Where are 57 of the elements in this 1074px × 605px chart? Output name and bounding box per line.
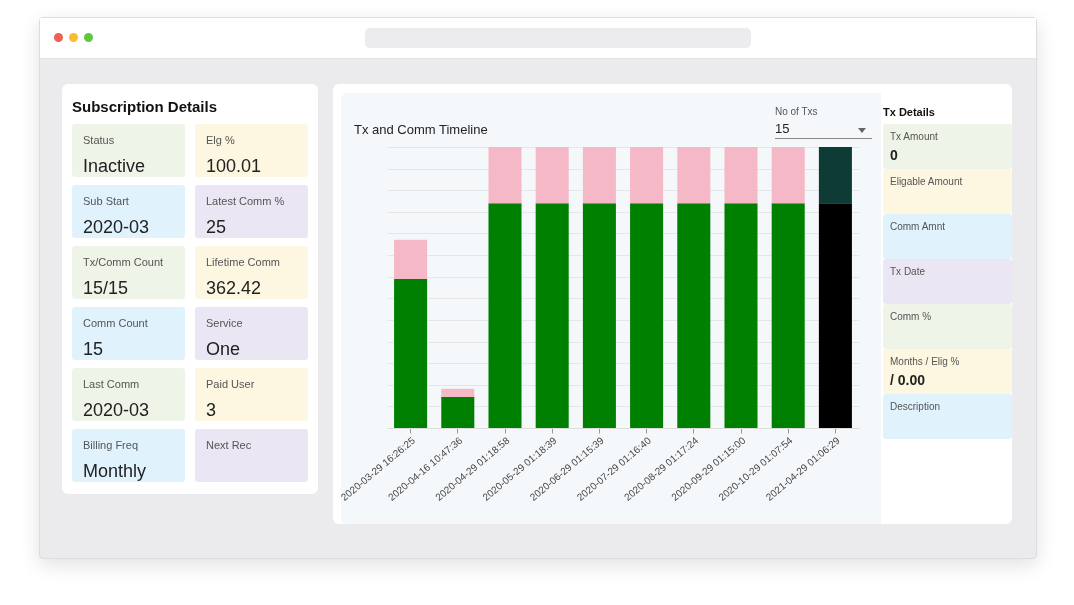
category-label: Comm Amnt [890, 221, 946, 232]
text: 362.42 [206, 278, 262, 298]
chart-title: Tx and Comm Timeline [354, 122, 488, 137]
text: / 0.00 [890, 372, 926, 388]
bar [818, 147, 852, 204]
category-label: Elg % [206, 134, 235, 146]
text: No of Txs [775, 106, 818, 117]
category-label: Months / Elig % [890, 356, 960, 367]
bar [677, 203, 711, 428]
category-label: Comm % [890, 311, 932, 322]
category-label: Tx Date [890, 266, 926, 277]
bar [630, 203, 664, 428]
category-label: Last Comm [83, 378, 140, 390]
category-label: Latest Comm % [206, 195, 285, 207]
text: 15/15 [83, 278, 129, 298]
bar [677, 147, 711, 204]
text: 25 [206, 217, 227, 237]
bar [582, 203, 616, 428]
category-label: Billing Freq [83, 439, 139, 451]
bar [724, 203, 758, 428]
bar [488, 147, 522, 204]
bar [535, 203, 569, 428]
bar [724, 147, 758, 204]
text: 15 [83, 339, 104, 359]
category-label: Description [890, 401, 941, 412]
bar [394, 239, 428, 280]
bar [441, 397, 475, 428]
category-label: Paid User [206, 378, 255, 390]
bar [394, 279, 428, 428]
text: 100.01 [206, 156, 262, 176]
bar [771, 203, 805, 428]
category-label: Tx/Comm Count [83, 256, 164, 268]
category-label: Service [206, 317, 243, 329]
text: One [206, 339, 241, 359]
bar [441, 388, 475, 398]
category-label: Comm Count [83, 317, 148, 329]
text: 15 [775, 121, 872, 139]
category-label: Lifetime Comm [206, 256, 280, 268]
bar [818, 203, 852, 428]
text: 3 [206, 400, 217, 420]
category-label: Status [83, 134, 115, 146]
category-label: Eligable Amount [890, 176, 963, 187]
category-label: Next Rec [206, 439, 252, 451]
text: Inactive [83, 156, 146, 176]
text: Subscription Details [72, 98, 218, 115]
text: 2020-03 [83, 217, 150, 237]
bar [771, 147, 805, 204]
text: 0 [890, 147, 898, 163]
text: Tx Details [883, 106, 935, 118]
bar [582, 147, 616, 204]
text: Monthly [83, 461, 147, 481]
text: 2020-03 [83, 400, 150, 420]
category-label: Sub Start [83, 195, 129, 207]
bar [488, 203, 522, 428]
bar [535, 147, 569, 204]
bar [630, 147, 664, 204]
category-label: Tx Amount [890, 131, 938, 142]
